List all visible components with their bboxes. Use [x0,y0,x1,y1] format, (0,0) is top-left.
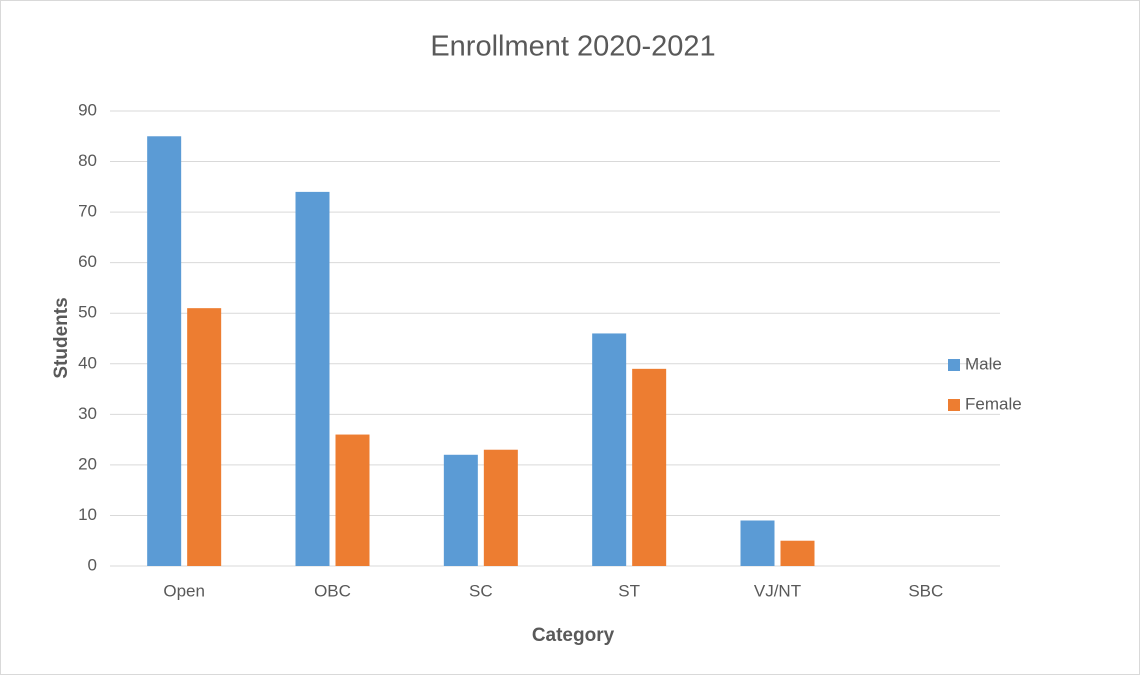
legend-swatch [948,359,960,371]
legend-label: Male [965,354,1002,373]
y-tick-label: 10 [78,505,97,524]
chart-title: Enrollment 2020-2021 [430,31,715,63]
bar [740,520,775,566]
y-axis-title: Students [51,297,72,378]
bar [147,136,182,566]
legend-label: Female [965,394,1022,413]
y-tick-label: 40 [78,353,97,372]
y-tick-label: 0 [88,555,97,574]
bar [632,368,667,566]
y-tick-label: 90 [78,100,97,119]
bar [780,540,815,566]
x-tick-label: Open [163,581,205,600]
bar [335,434,370,566]
y-tick-label: 70 [78,202,97,221]
bar [443,454,478,566]
legend-swatch [948,399,960,411]
y-tick-label: 80 [78,151,97,170]
x-tick-label: ST [618,581,640,600]
x-axis-title: Category [532,625,615,646]
bar [483,449,518,566]
x-tick-label: OBC [314,581,351,600]
y-tick-label: 20 [78,454,97,473]
x-tick-label: SBC [908,581,943,600]
x-tick-label: SC [469,581,493,600]
y-tick-label: 60 [78,252,97,271]
y-tick-label: 50 [78,303,97,322]
bar [187,308,222,566]
y-tick-label: 30 [78,404,97,423]
x-tick-label: VJ/NT [754,581,801,600]
bar [592,333,627,566]
bar [295,191,330,566]
